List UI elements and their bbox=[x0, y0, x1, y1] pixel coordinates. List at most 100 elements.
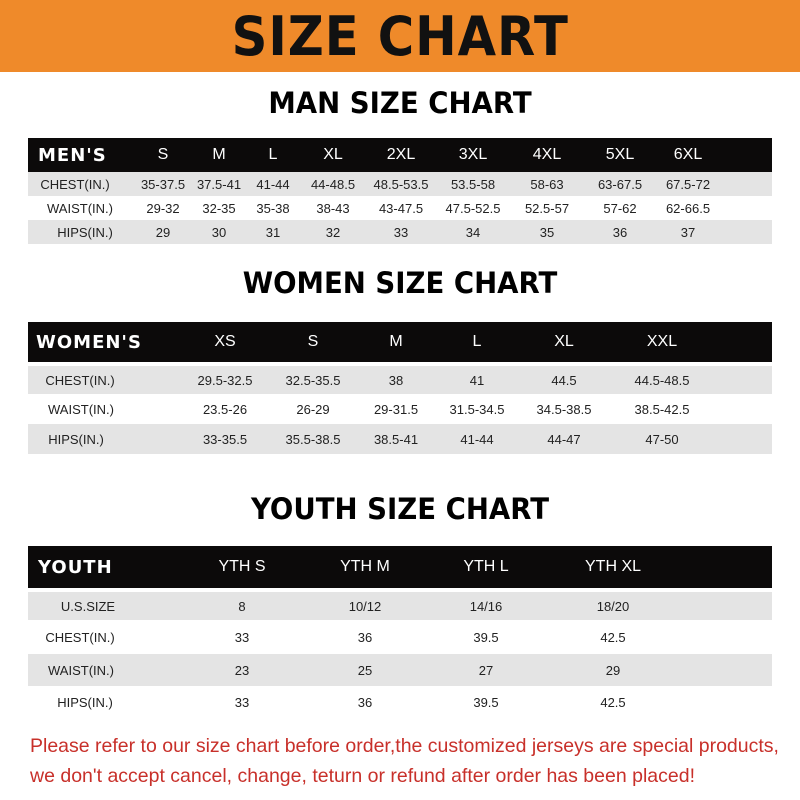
table-cell: 33-35.5 bbox=[202, 431, 248, 447]
size-header: XL bbox=[554, 333, 574, 350]
table-row: WAIST(IN.) 29-32 32-35 35-38 38-43 43-47.5 47.… bbox=[28, 196, 772, 220]
row-label: U.S.SIZE bbox=[60, 598, 116, 614]
table-cell: 44-47 bbox=[547, 431, 581, 447]
size-header: S bbox=[307, 333, 319, 350]
row-label: WAIST(IN.) bbox=[47, 200, 113, 216]
table-cell: 35-37.5 bbox=[140, 176, 186, 192]
table-cell: 36 bbox=[612, 224, 628, 240]
table-cell: 33 bbox=[393, 224, 409, 240]
notice-line-2: we don't accept cancel, change, teturn o… bbox=[30, 765, 695, 787]
size-header: YTH S bbox=[218, 558, 266, 575]
table-row: HIPS(IN.) 33 36 39.5 42.5 bbox=[28, 686, 772, 718]
table-row: U.S.SIZE 8 10/12 14/16 18/20 bbox=[28, 592, 772, 620]
row-label: HIPS(IN.) bbox=[57, 224, 113, 240]
row-label: WAIST(IN.) bbox=[48, 662, 114, 678]
youth-chart-title: YOUTH SIZE CHART bbox=[250, 492, 550, 526]
table-cell: 32.5-35.5 bbox=[285, 372, 341, 388]
table-row: WAIST(IN.) 23 25 27 29 bbox=[28, 654, 772, 686]
table-cell: 29-31.5 bbox=[373, 401, 419, 417]
size-chart-banner: SIZE CHART bbox=[0, 0, 800, 72]
table-cell: 41-44 bbox=[460, 431, 494, 447]
table-cell: 23 bbox=[234, 662, 250, 678]
table-cell: 32 bbox=[325, 224, 341, 240]
table-cell: 29 bbox=[155, 224, 171, 240]
size-header: YTH L bbox=[463, 558, 509, 575]
size-header: 4XL bbox=[532, 146, 562, 163]
table-cell: 32-35 bbox=[202, 200, 236, 216]
table-row: HIPS(IN.) 29 30 31 32 33 34 35 36 37 bbox=[28, 220, 772, 244]
table-cell: 57-62 bbox=[603, 200, 637, 216]
table-cell: 67.5-72 bbox=[665, 176, 711, 192]
size-header: 5XL bbox=[605, 146, 635, 163]
size-header: XS bbox=[214, 333, 236, 350]
table-cell: 35-38 bbox=[256, 200, 290, 216]
table-cell: 18/20 bbox=[596, 598, 630, 614]
table-cell: 48.5-53.5 bbox=[373, 176, 429, 192]
table-cell: 41 bbox=[469, 372, 485, 388]
table-cell: 38-43 bbox=[316, 200, 350, 216]
table-cell: 36 bbox=[357, 629, 373, 645]
table-row: CHEST(IN.) 35-37.5 37.5-41 41-44 44-48.5 48.5… bbox=[28, 172, 772, 196]
table-title-cell: MEN'S bbox=[38, 144, 107, 166]
table-cell: 14/16 bbox=[469, 598, 503, 614]
table-row: HIPS(IN.) 33-35.5 35.5-38.5 38.5-41 41-44 44-… bbox=[28, 424, 772, 454]
table-cell: 47-50 bbox=[645, 431, 679, 447]
table-cell: 44-48.5 bbox=[310, 176, 356, 192]
table-row: CHEST(IN.) 29.5-32.5 32.5-35.5 38 41 44.5 44.5… bbox=[28, 366, 772, 394]
table-cell: 38.5-41 bbox=[373, 431, 419, 447]
notice-line-1: Please refer to our size chart before or… bbox=[30, 735, 779, 757]
row-label: HIPS(IN.) bbox=[48, 431, 104, 447]
table-cell: 33 bbox=[234, 694, 250, 710]
table-title-cell: YOUTH bbox=[38, 556, 113, 578]
table-cell: 33 bbox=[234, 629, 250, 645]
row-label: CHEST(IN.) bbox=[45, 629, 115, 645]
table-cell: 27 bbox=[478, 662, 494, 678]
table-cell: 37.5-41 bbox=[196, 176, 242, 192]
table-cell: 10/12 bbox=[348, 598, 382, 614]
table-cell: 31.5-34.5 bbox=[449, 401, 505, 417]
table-cell: 29 bbox=[605, 662, 621, 678]
table-cell: 26-29 bbox=[296, 401, 330, 417]
table-cell: 42.5 bbox=[600, 629, 626, 645]
table-cell: 36 bbox=[357, 694, 373, 710]
table-cell: 62-66.5 bbox=[665, 200, 711, 216]
table-cell: 39.5 bbox=[473, 694, 499, 710]
size-header: M bbox=[212, 146, 226, 163]
row-label: WAIST(IN.) bbox=[48, 401, 114, 417]
table-cell: 34.5-38.5 bbox=[536, 401, 592, 417]
size-header: 6XL bbox=[673, 146, 703, 163]
row-label: CHEST(IN.) bbox=[45, 372, 115, 388]
men-chart-title: MAN SIZE CHART bbox=[268, 86, 532, 120]
table-cell: 25 bbox=[357, 662, 373, 678]
table-cell: 44.5 bbox=[551, 372, 577, 388]
table-header-row: YOUTH YTH S YTH M YTH L YTH XL bbox=[28, 546, 772, 588]
table-cell: 38.5-42.5 bbox=[634, 401, 690, 417]
size-header: XL bbox=[323, 146, 343, 163]
table-cell: 31 bbox=[265, 224, 281, 240]
table-cell: 38 bbox=[388, 372, 404, 388]
size-header: YTH M bbox=[340, 558, 390, 575]
table-cell: 34 bbox=[465, 224, 481, 240]
banner-title: SIZE CHART bbox=[231, 4, 569, 68]
table-cell: 52.5-57 bbox=[524, 200, 570, 216]
table-cell: 43-47.5 bbox=[378, 200, 424, 216]
size-header: L bbox=[268, 146, 278, 163]
table-cell: 44.5-48.5 bbox=[634, 372, 690, 388]
table-cell: 53.5-58 bbox=[450, 176, 496, 192]
row-label: CHEST(IN.) bbox=[40, 176, 110, 192]
size-header: YTH XL bbox=[584, 558, 642, 575]
size-header: 2XL bbox=[386, 146, 416, 163]
table-cell: 47.5-52.5 bbox=[445, 200, 501, 216]
table-cell: 35 bbox=[539, 224, 555, 240]
table-cell: 8 bbox=[238, 598, 246, 614]
table-cell: 23.5-26 bbox=[202, 401, 248, 417]
table-row: CHEST(IN.) 33 36 39.5 42.5 bbox=[28, 620, 772, 654]
table-cell: 35.5-38.5 bbox=[285, 431, 341, 447]
table-cell: 39.5 bbox=[473, 629, 499, 645]
table-cell: 42.5 bbox=[600, 694, 626, 710]
size-header: S bbox=[157, 146, 169, 163]
row-label: HIPS(IN.) bbox=[57, 694, 113, 710]
size-header: M bbox=[389, 333, 403, 350]
table-header-row: WOMEN'S XS S M L XL XXL bbox=[28, 322, 772, 362]
size-header: L bbox=[472, 333, 482, 350]
